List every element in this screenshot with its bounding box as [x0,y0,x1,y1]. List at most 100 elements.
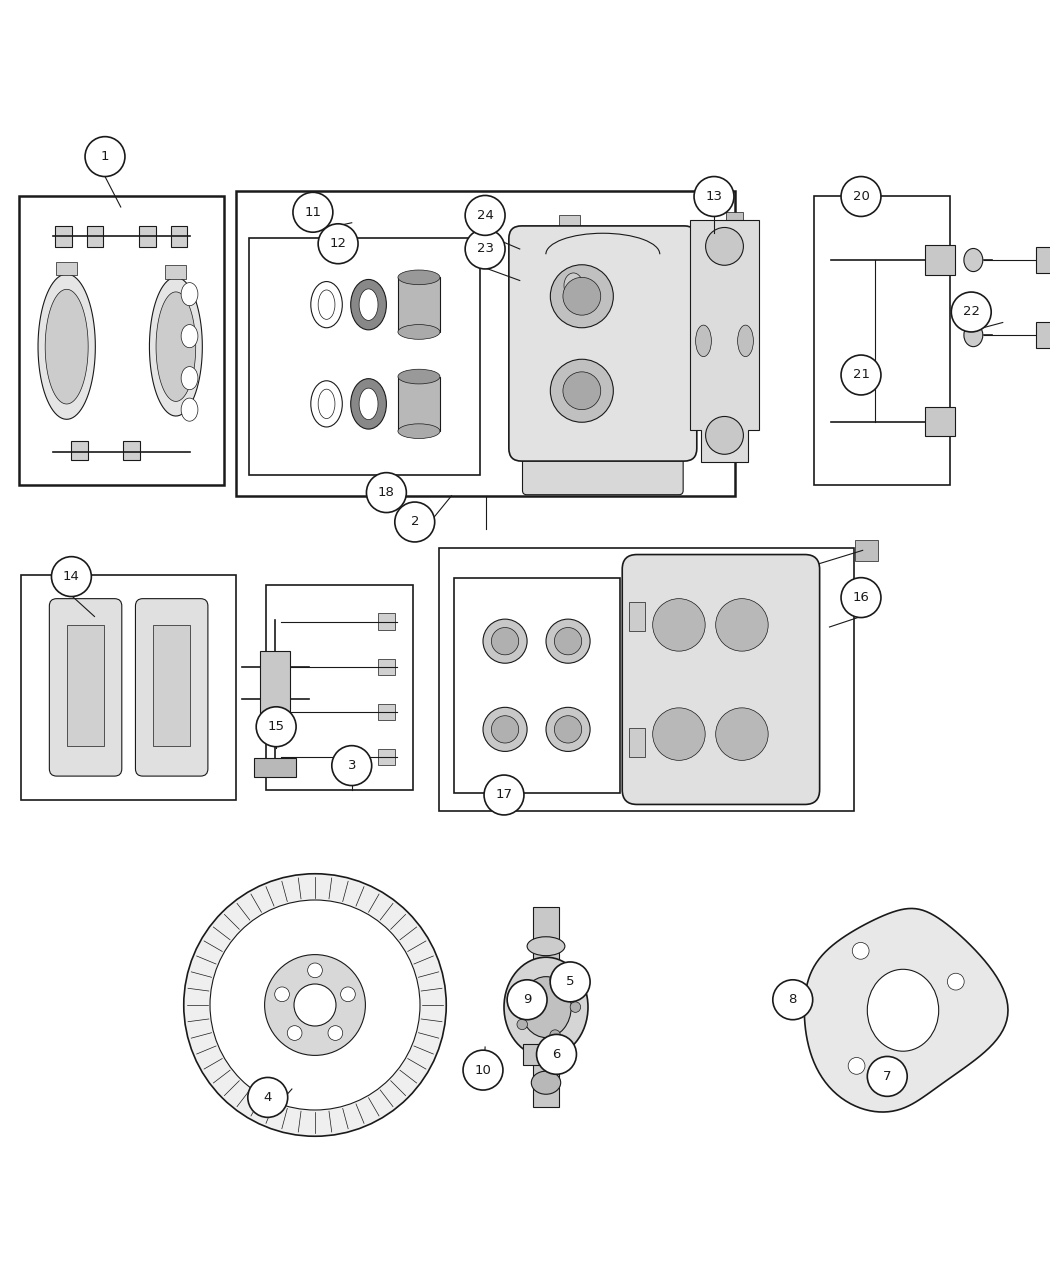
Circle shape [706,227,743,265]
Circle shape [51,557,91,597]
Circle shape [294,984,336,1026]
Bar [260,652,290,714]
Ellipse shape [554,715,582,743]
Circle shape [550,360,613,422]
Ellipse shape [964,324,983,347]
Circle shape [853,942,869,959]
Circle shape [517,984,527,995]
Bar [67,625,104,746]
Circle shape [841,578,881,617]
Ellipse shape [398,270,440,284]
Circle shape [841,354,881,395]
Circle shape [465,195,505,236]
Circle shape [653,708,706,760]
Circle shape [328,1025,342,1040]
Circle shape [288,1025,302,1040]
Circle shape [85,136,125,176]
Circle shape [507,979,547,1020]
Bar [378,613,395,630]
Polygon shape [57,261,78,275]
Circle shape [366,473,406,513]
Circle shape [951,292,991,332]
Circle shape [463,1051,503,1090]
Circle shape [184,873,446,1136]
Bar [378,748,395,765]
Circle shape [848,1057,865,1075]
FancyBboxPatch shape [49,599,122,776]
Circle shape [265,955,365,1056]
Text: 3: 3 [348,759,356,773]
Circle shape [293,193,333,232]
Circle shape [550,1030,561,1040]
Bar [925,245,954,274]
Text: 13: 13 [706,190,722,203]
Polygon shape [45,289,88,404]
Circle shape [563,372,601,409]
Bar [170,226,187,247]
Ellipse shape [351,379,386,430]
Bar [814,196,950,486]
Circle shape [550,265,613,328]
Bar [509,397,530,449]
Circle shape [563,278,601,315]
Circle shape [706,417,743,454]
Ellipse shape [531,1071,561,1094]
Bar [236,191,735,496]
Ellipse shape [504,958,588,1057]
Text: 24: 24 [477,209,493,222]
Text: 5: 5 [566,975,574,988]
Text: 14: 14 [63,570,80,583]
Circle shape [248,1077,288,1117]
Bar [856,539,879,561]
Bar [821,975,842,997]
Bar [629,602,646,631]
Ellipse shape [964,249,983,272]
FancyBboxPatch shape [523,444,684,495]
FancyBboxPatch shape [623,555,820,805]
Bar [124,441,141,460]
Circle shape [841,176,881,217]
FancyBboxPatch shape [135,599,208,776]
Circle shape [308,963,322,978]
Circle shape [716,708,769,760]
Bar [1036,247,1050,273]
Ellipse shape [546,620,590,663]
Bar [398,278,440,332]
Ellipse shape [398,325,440,339]
Ellipse shape [359,388,378,419]
Bar [559,215,580,241]
Bar [509,238,530,291]
Bar [139,226,156,247]
Ellipse shape [311,381,342,427]
Circle shape [318,224,358,264]
Polygon shape [149,277,203,416]
Bar [254,759,296,778]
Ellipse shape [311,282,342,328]
Text: 17: 17 [496,788,512,802]
Bar [454,578,620,793]
Bar [71,441,87,460]
Ellipse shape [527,937,565,956]
Bar [398,376,440,431]
Text: 16: 16 [853,592,869,604]
Ellipse shape [554,627,582,655]
Circle shape [867,1057,907,1096]
Circle shape [716,599,769,652]
Text: 1: 1 [101,150,109,163]
Ellipse shape [483,708,527,751]
Ellipse shape [318,289,335,319]
Ellipse shape [737,325,754,357]
Circle shape [275,987,290,1002]
Text: 12: 12 [330,237,346,250]
Ellipse shape [491,627,519,655]
Text: 22: 22 [963,306,980,319]
Ellipse shape [181,283,197,306]
Circle shape [517,1019,527,1030]
Bar [439,548,854,811]
Circle shape [537,1034,576,1075]
Ellipse shape [181,325,197,348]
Bar [19,196,224,486]
Text: 10: 10 [475,1063,491,1076]
Bar [249,238,480,474]
Bar [727,212,743,233]
